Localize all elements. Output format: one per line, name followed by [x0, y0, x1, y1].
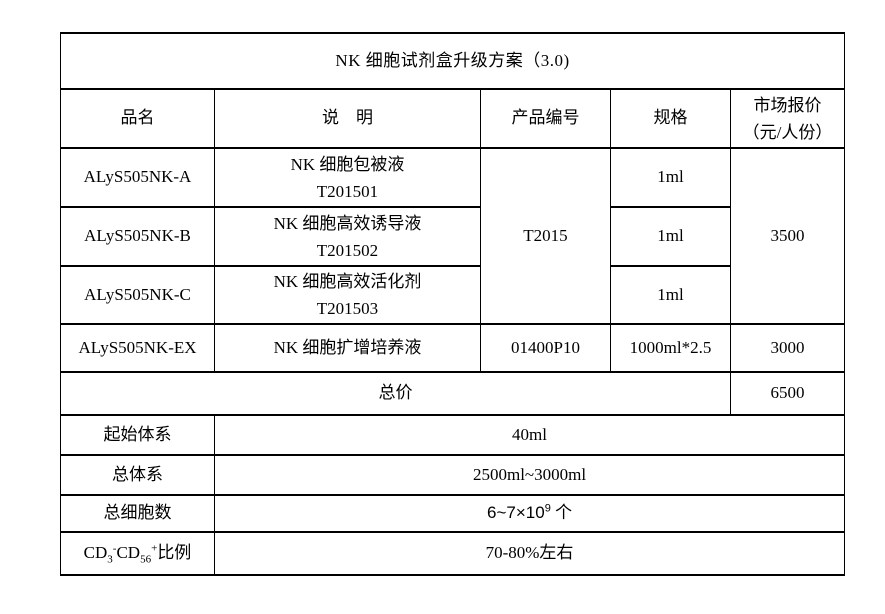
- summary-value-total-cells: 6~7×109 个: [213, 494, 846, 533]
- summary-value: 70-80%左右: [213, 531, 846, 576]
- desc-line2: T201503: [316, 299, 379, 318]
- cell-price: 3000: [729, 323, 846, 373]
- header-product-code: 产品编号: [480, 88, 611, 149]
- cell-product-code: 01400P10: [480, 323, 611, 373]
- desc-line2: T201502: [316, 240, 379, 260]
- cell-spec: 1000ml*2.5: [610, 323, 731, 373]
- summary-row: 总细胞数 6~7×109 个: [60, 494, 846, 533]
- cell-spec: 1ml: [610, 206, 731, 267]
- summary-row: CD3-CD56+比例 70-80%左右: [60, 531, 846, 576]
- cell-spec: 1ml: [610, 265, 731, 325]
- cell-product-name: ALyS505NK-C: [60, 265, 215, 325]
- cell-product-name: ALyS505NK-B: [60, 206, 215, 267]
- cell-description: NK 细胞扩增培养液: [214, 323, 481, 373]
- cell-description: NK 细胞包被液 T201501: [214, 147, 481, 208]
- desc-line1: NK 细胞高效活化剂: [273, 272, 422, 291]
- summary-value: 2500ml~3000ml: [213, 454, 846, 496]
- summary-row: 起始体系 40ml: [60, 414, 846, 456]
- header-price-line1: 市场报价: [753, 95, 822, 115]
- cell-description: NK 细胞高效诱导液 T201502: [214, 206, 481, 267]
- summary-label: 总体系: [60, 454, 215, 496]
- table-row: ALyS505NK-C NK 细胞高效活化剂 T201503 1ml: [60, 265, 845, 325]
- summary-value: 40ml: [213, 414, 846, 456]
- total-label: 总价: [60, 371, 731, 416]
- header-name: 品名: [60, 88, 215, 149]
- summary-label-cd-ratio: CD3-CD56+比例: [60, 531, 215, 576]
- header-spec: 规格: [610, 88, 731, 149]
- cell-description: NK 细胞高效活化剂 T201503: [214, 265, 481, 325]
- desc-line1: NK 细胞高效诱导液: [273, 213, 422, 233]
- table-row: ALyS505NK-B NK 细胞高效诱导液 T201502 1ml: [60, 206, 845, 267]
- summary-label: 总细胞数: [60, 494, 215, 533]
- desc-line2: T201501: [316, 181, 379, 201]
- total-cells-unit: 个: [555, 503, 573, 523]
- summary-label: 起始体系: [60, 414, 215, 456]
- total-value: 6500: [729, 371, 846, 416]
- summary-row: 总体系 2500ml~3000ml: [60, 454, 846, 496]
- cell-product-name: ALyS505NK-A: [60, 147, 215, 208]
- cell-product-code-merged: T2015: [480, 147, 611, 325]
- table-row: ALyS505NK-A NK 细胞包被液 T201501 T2015 1ml 3…: [60, 147, 846, 325]
- cell-spec: 1ml: [610, 147, 731, 208]
- reagent-kit-table: NK 细胞试剂盒升级方案（3.0) 品名 说 明 产品编号 规格 市场报价 （元…: [59, 32, 846, 576]
- desc-line1: NK 细胞包被液: [290, 154, 405, 174]
- header-description: 说 明: [214, 88, 481, 149]
- cell-price-merged: 3500: [729, 147, 846, 325]
- cell-product-name: ALyS505NK-EX: [60, 323, 215, 373]
- header-price-line2: （元/人份）: [742, 122, 833, 142]
- table-row: ALyS505NK-EX NK 细胞扩增培养液 01400P10 1000ml*…: [60, 323, 846, 373]
- total-row: 总价 6500: [60, 371, 846, 416]
- table-title: NK 细胞试剂盒升级方案（3.0): [59, 32, 846, 90]
- header-price: 市场报价 （元/人份）: [729, 88, 846, 149]
- total-cells-number: 6~7×109: [487, 502, 551, 523]
